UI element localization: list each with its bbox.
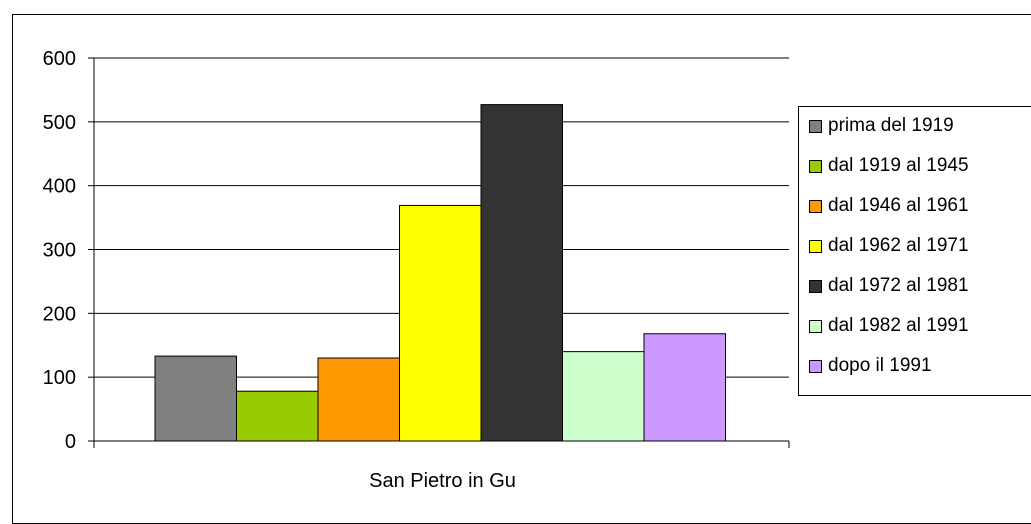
legend-label: dal 1946 al 1961 [828, 195, 969, 216]
legend-item: dopo il 1991 [809, 355, 932, 377]
legend: prima del 1919 dal 1919 al 1945 dal 1946 a… [798, 106, 1031, 396]
legend-item: dal 1972 al 1981 [809, 275, 969, 297]
legend-item: dal 1962 al 1971 [809, 235, 969, 257]
legend-item: dal 1982 al 1991 [809, 315, 969, 337]
y-tick-label: 600 [43, 48, 76, 70]
legend-swatch [809, 159, 822, 173]
legend-swatch [809, 199, 822, 213]
bar-dal-1919-al-1945 [236, 390, 319, 442]
y-tick-label: 500 [43, 112, 76, 134]
bar-dal-1946-al-1961 [317, 357, 400, 442]
legend-label: dopo il 1991 [828, 355, 932, 376]
legend-swatch [809, 359, 822, 373]
bar-dal-1972-al-1981 [480, 104, 563, 442]
bar-dal-1982-al-1991 [562, 351, 645, 442]
legend-item: dal 1919 al 1945 [809, 155, 969, 177]
legend-label: prima del 1919 [828, 115, 954, 136]
y-tick-labels: 0 100 200 300 400 500 600 [43, 48, 76, 453]
legend-swatch [809, 319, 822, 333]
bar-prima-del-1919 [154, 355, 237, 442]
y-tick-label: 200 [43, 303, 76, 325]
legend-swatch [809, 279, 822, 293]
y-tick-label: 400 [43, 176, 76, 198]
legend-swatch [809, 239, 822, 253]
x-category-label: San Pietro in Gu [369, 470, 516, 492]
bar-dal-1962-al-1971 [399, 204, 482, 442]
legend-swatch [809, 119, 822, 133]
legend-label: dal 1962 al 1971 [828, 235, 969, 256]
bars [154, 104, 726, 442]
y-tick-label: 100 [43, 367, 76, 389]
bar-dopo-il-1991 [643, 333, 726, 442]
legend-label: dal 1919 al 1945 [828, 155, 969, 176]
legend-item: prima del 1919 [809, 115, 954, 137]
legend-label: dal 1972 al 1981 [828, 275, 969, 296]
legend-item: dal 1946 al 1961 [809, 195, 969, 217]
y-tick-label: 0 [65, 431, 76, 453]
legend-label: dal 1982 al 1991 [828, 315, 969, 336]
y-tick-label: 300 [43, 240, 76, 262]
axes [88, 57, 790, 448]
